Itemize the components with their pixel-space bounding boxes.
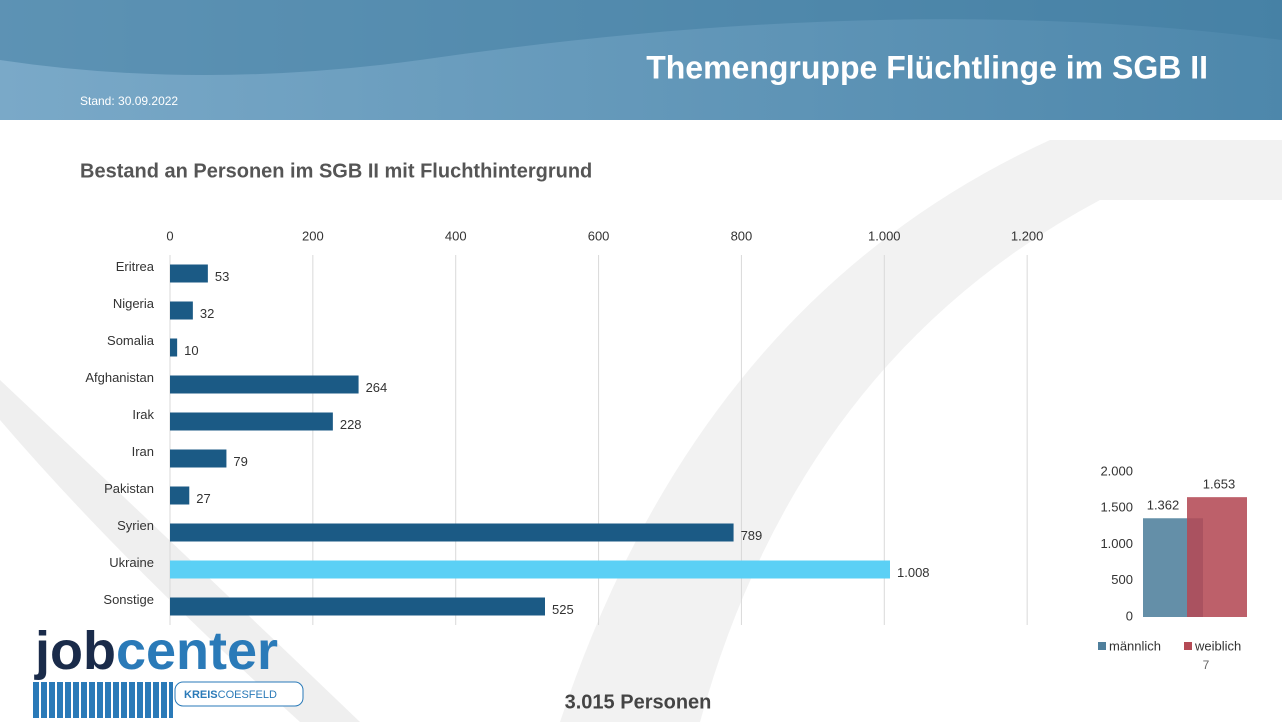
bg-shape: [0, 380, 360, 722]
logo-part: job: [34, 621, 116, 681]
logo-text: jobcenter: [34, 621, 278, 681]
data-label: 10: [184, 343, 198, 358]
y-tick-label: 0: [1126, 608, 1133, 623]
data-label: 53: [215, 269, 229, 284]
slide-date: Stand: 30.09.2022: [80, 94, 178, 108]
bar: [170, 449, 227, 468]
bar: [170, 486, 190, 505]
legend-label: männlich: [1109, 638, 1161, 653]
data-label: 789: [741, 528, 763, 543]
y-tick-label: Somalia: [107, 333, 155, 348]
bg-shape: [700, 200, 1282, 722]
bar: [170, 523, 734, 542]
data-label: 228: [340, 417, 362, 432]
slide-title: Themengruppe Flüchtlinge im SGB II: [646, 49, 1208, 85]
y-tick-label: Syrien: [117, 518, 154, 533]
y-tick-label: 1.500: [1100, 500, 1133, 515]
y-tick-label: Irak: [132, 407, 154, 422]
data-label: 525: [552, 602, 574, 617]
y-tick-label: Iran: [132, 444, 154, 459]
x-tick-label: 400: [445, 228, 467, 243]
legend-swatch: [1184, 642, 1192, 650]
logo-part: center: [116, 621, 278, 681]
y-tick-label: Ukraine: [109, 555, 154, 570]
y-tick-label: 2.000: [1100, 463, 1133, 478]
data-label: 1.008: [897, 565, 930, 580]
data-label: 79: [233, 454, 247, 469]
bar: [170, 264, 208, 283]
data-label: 27: [196, 491, 210, 506]
y-tick-label: Pakistan: [104, 481, 154, 496]
bar: [170, 375, 359, 394]
x-tick-label: 200: [302, 228, 324, 243]
legend-label: weiblich: [1194, 638, 1241, 653]
y-tick-label: Eritrea: [116, 259, 155, 274]
chart-title: Bestand an Personen im SGB II mit Flucht…: [80, 160, 592, 182]
legend-swatch: [1098, 642, 1106, 650]
x-tick-label: 0: [166, 228, 173, 243]
data-label: 1.362: [1147, 498, 1180, 513]
bar: [170, 412, 333, 431]
logo: jobcenter KREISCOESFELD: [33, 621, 304, 718]
logo-stripe-lines: [39, 682, 169, 718]
total-label: 3.015 Personen: [565, 691, 712, 713]
bar: [170, 560, 890, 579]
logo-district: KREISCOESFELD: [184, 689, 277, 701]
page-number: 7: [1203, 658, 1210, 672]
x-tick-label: 800: [731, 228, 753, 243]
data-label: 32: [200, 306, 214, 321]
logo-badge: [174, 681, 304, 707]
y-tick-label: Afghanistan: [85, 370, 154, 385]
header-shape: [0, 0, 1282, 75]
y-tick-label: Sonstige: [103, 592, 154, 607]
data-label: 1.653: [1203, 477, 1236, 492]
logo-coesfeld: COESFELD: [218, 689, 277, 701]
y-tick-label: 500: [1111, 572, 1133, 587]
y-tick-label: 1.000: [1100, 536, 1133, 551]
logo-kreis: KREIS: [184, 689, 218, 701]
y-tick-label: Nigeria: [113, 296, 155, 311]
data-label: 264: [366, 380, 388, 395]
bar: [1187, 497, 1247, 617]
bar: [170, 338, 178, 357]
x-tick-label: 1.000: [868, 228, 901, 243]
x-tick-label: 600: [588, 228, 610, 243]
bar: [170, 301, 193, 320]
bar: [170, 597, 545, 616]
x-tick-label: 1.200: [1011, 228, 1044, 243]
